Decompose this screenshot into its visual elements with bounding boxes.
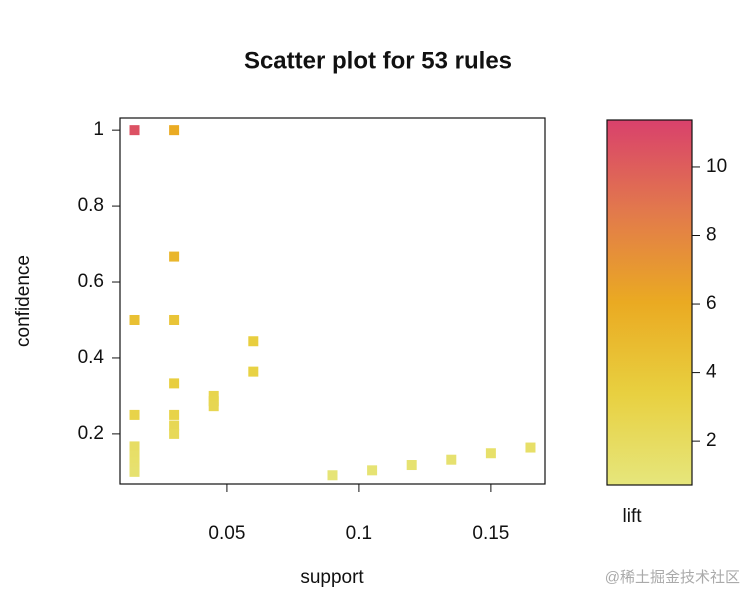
point bbox=[169, 125, 180, 136]
colorbar-tick-label: 6 bbox=[706, 293, 717, 314]
point bbox=[129, 314, 140, 325]
y-tick-label: 0.8 bbox=[78, 195, 104, 216]
point bbox=[129, 450, 140, 461]
point bbox=[129, 457, 140, 468]
point bbox=[248, 366, 259, 377]
x-axis-label: support bbox=[300, 567, 364, 588]
colorbar-tick-label: 8 bbox=[706, 225, 717, 246]
point bbox=[169, 314, 180, 325]
x-tick-label: 0.1 bbox=[346, 523, 372, 544]
point bbox=[169, 251, 180, 262]
point bbox=[129, 466, 140, 477]
point bbox=[129, 441, 140, 452]
point bbox=[485, 448, 496, 459]
colorbar-tick-label: 4 bbox=[706, 362, 717, 383]
point bbox=[406, 460, 417, 471]
y-tick-label: 1 bbox=[93, 119, 104, 140]
point bbox=[208, 390, 219, 401]
point bbox=[525, 442, 536, 453]
colorbar-tick-label: 10 bbox=[706, 156, 727, 177]
colorbar-title: lift bbox=[623, 506, 643, 527]
y-tick-label: 0.2 bbox=[78, 423, 104, 444]
y-tick-label: 0.4 bbox=[78, 347, 105, 368]
y-axis-label: confidence bbox=[13, 255, 34, 347]
chart-title: Scatter plot for 53 rules bbox=[244, 47, 512, 74]
point bbox=[208, 401, 219, 412]
x-tick-label: 0.05 bbox=[208, 523, 245, 544]
colorbar bbox=[606, 119, 693, 486]
point bbox=[169, 420, 180, 431]
point bbox=[129, 125, 140, 136]
point bbox=[169, 409, 180, 420]
point bbox=[169, 378, 180, 389]
point bbox=[248, 336, 259, 347]
plot-frame bbox=[119, 117, 546, 485]
point bbox=[446, 454, 457, 465]
point bbox=[129, 409, 140, 420]
x-tick-label: 0.15 bbox=[472, 523, 509, 544]
y-tick-label: 0.6 bbox=[78, 271, 104, 292]
point bbox=[169, 428, 180, 439]
watermark: @稀土掘金技术社区 bbox=[605, 569, 740, 586]
colorbar-tick-label: 2 bbox=[706, 430, 717, 451]
point bbox=[327, 470, 338, 481]
point bbox=[367, 465, 378, 476]
